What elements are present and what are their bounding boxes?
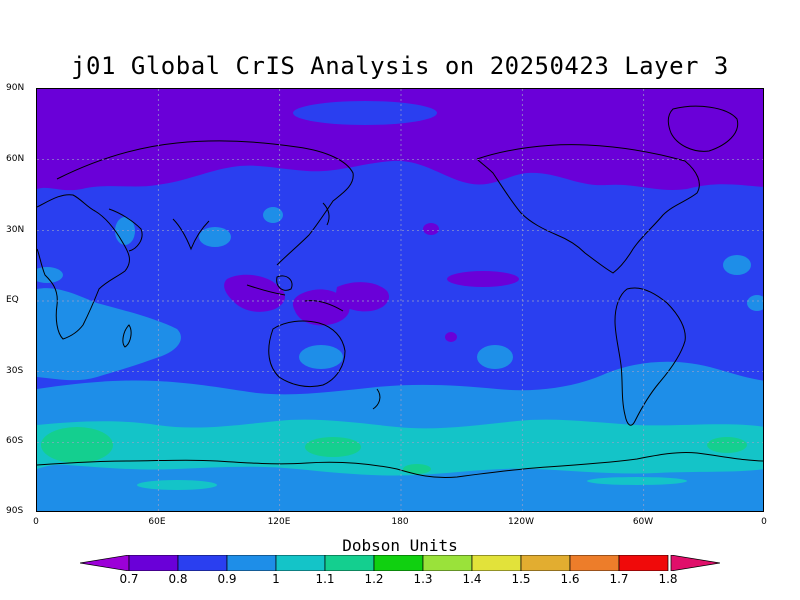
colorbar-title: Dobson Units [342,536,458,555]
colorbar-box [422,555,473,571]
lon-label-120w: 120W [507,517,535,527]
field-arctic-lobe [293,101,437,125]
coast-new-zealand [372,388,381,410]
lon-label-0-east: 0 [761,517,767,527]
lon-label-60e: 60E [148,517,166,527]
field-small-patch [423,223,439,235]
colorbar-box [520,555,571,571]
coast-asia [56,140,354,266]
lon-label-60w: 60W [632,517,654,527]
coast-africa [37,194,130,340]
field-atlantic-2 [747,295,763,311]
coast-arabia [108,208,143,252]
colorbar-box [324,555,375,571]
colorbar-tick-label: 1.2 [364,572,384,586]
coast-south-america [614,287,686,426]
map-title: j01 Global CrIS Analysis on 20250423 Lay… [71,52,729,80]
lat-label-60n: 60N [6,154,25,164]
colorbar-arrow-left [80,555,130,571]
colorbar-arrow-right [670,555,720,571]
colorbar-tick-label: 0.8 [168,572,188,586]
field-antarctic-teal-2 [587,477,687,485]
lat-label-90s: 90S [6,506,24,516]
colorbar-box [177,555,228,571]
field-africa-south [37,288,181,381]
coast-borneo [276,275,293,291]
lat-label-30n: 30N [6,225,25,235]
field-antarctica [37,475,763,511]
ozone-map [36,88,764,512]
field-asia-patch [263,207,283,223]
field-small-patch-2 [445,332,457,342]
coast-antarctica [37,452,763,478]
colorbar-boxes [128,555,669,571]
field-1-1-indian [41,427,113,463]
colorbar-box [373,555,424,571]
colorbar-box [471,555,522,571]
colorbar-box [128,555,179,571]
coast-australia [268,320,346,388]
lat-label-60s: 60S [6,436,24,446]
field-east-pacific [477,345,513,369]
field-1-1-atlantic [707,437,747,453]
colorbar-box [226,555,277,571]
coastlines [37,105,763,478]
colorbar-tick-label: 0.9 [217,572,237,586]
lon-label-0: 0 [33,517,39,527]
map-canvas [37,89,763,511]
colorbar [80,555,720,571]
lon-label-120e: 120E [267,517,291,527]
colorbar-tick-label: 1.7 [609,572,629,586]
coast-north-america [476,144,700,274]
field-1-1-small [403,464,431,474]
lat-label-eq: EQ [6,295,19,305]
field-australia [299,345,343,369]
coast-india [172,218,210,251]
field-north-cap [37,89,763,191]
colorbar-tick-label: 1.8 [658,572,678,586]
colorbar-box [275,555,326,571]
colorbar-box [618,555,669,571]
field-atlantic [723,255,751,275]
field-india [199,227,231,247]
lat-label-30s: 30S [6,366,24,376]
colorbar-tick-label: 0.7 [119,572,139,586]
coast-madagascar [122,324,132,348]
field-maritime-continent [224,274,286,312]
colorbar-tick-label: 1.5 [511,572,531,586]
coast-indonesia [246,284,286,296]
colorbar-tick-label: 1.1 [315,572,335,586]
colorbar-tick-label: 1.6 [560,572,580,586]
colorbar-tick-label: 1.3 [413,572,433,586]
field-1-1-pacific [305,437,361,457]
colorbar-box [569,555,620,571]
gridlines [37,89,763,511]
lat-label-90n: 90N [6,83,25,93]
colorbar-tick-label: 1.4 [462,572,482,586]
coast-greenland [667,105,739,152]
field-southern-ocean [37,419,763,476]
field-central-pacific [335,282,390,312]
coast-japan [322,202,330,226]
colorbar-tick-label: 1 [272,572,280,586]
field-pacific-streak [447,271,519,287]
field-antarctic-teal [137,480,217,490]
lon-label-180: 180 [391,517,409,527]
